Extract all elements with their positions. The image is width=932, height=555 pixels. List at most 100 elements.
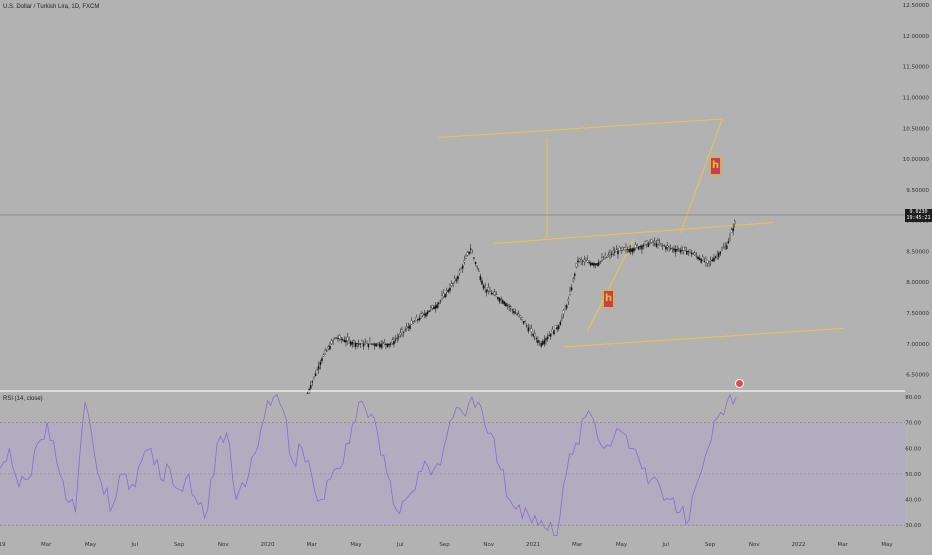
price-axis[interactable]: 6.500007.000007.500008.000008.500009.000… — [903, 3, 930, 379]
candle-body — [503, 301, 506, 305]
candle-body — [594, 263, 597, 265]
candle-body — [615, 249, 618, 252]
flag-event-icon[interactable] — [735, 379, 744, 388]
candle-body — [510, 306, 512, 309]
symbol-title[interactable]: U.S. Dollar / Turkish Lira, 1D, FXCM — [3, 4, 100, 10]
candle-body — [407, 326, 410, 328]
candle-body — [662, 244, 664, 246]
candle-body — [319, 361, 322, 366]
candle-body — [321, 358, 323, 362]
candle-body — [721, 248, 723, 251]
candle-body — [494, 291, 496, 296]
candle-body — [486, 289, 488, 293]
candle-body — [438, 302, 440, 305]
channel-line[interactable] — [563, 327, 844, 348]
candle-body — [567, 299, 570, 302]
candle-body — [399, 332, 402, 336]
candle-body — [396, 337, 398, 339]
price-tick-label: 11.50000 — [903, 65, 930, 71]
candle-body — [358, 343, 360, 345]
price-tick-label: 9.50000 — [906, 188, 929, 194]
channel-line[interactable] — [586, 238, 635, 332]
time-tick-label: May — [881, 542, 893, 548]
candle-body — [537, 340, 539, 343]
channel-line[interactable] — [679, 118, 723, 234]
candle-body — [478, 270, 480, 272]
candle-body — [502, 300, 504, 304]
candle-body — [575, 263, 578, 268]
candle-body — [415, 316, 418, 321]
candle-body — [468, 251, 470, 254]
candle-body — [588, 262, 590, 264]
candle-body — [369, 341, 371, 344]
candle-body — [630, 248, 632, 252]
price-tick-label: 10.50000 — [903, 126, 930, 132]
candle-body — [455, 279, 458, 281]
rsi-tick-label: 60.00 — [905, 446, 921, 452]
candle-body — [626, 249, 629, 251]
candle-body — [574, 273, 576, 276]
candle-body — [490, 292, 493, 295]
candle-body — [306, 392, 309, 394]
candle-body — [566, 305, 568, 309]
candle-body — [430, 307, 432, 310]
candle-body — [318, 365, 320, 370]
candle-body — [343, 339, 346, 343]
channel-line[interactable] — [438, 118, 723, 138]
candle-body — [714, 256, 717, 258]
candle-body — [511, 309, 514, 311]
h-badge-icon[interactable]: h — [603, 290, 614, 308]
candle-body — [618, 246, 621, 251]
candle-body — [700, 258, 702, 263]
candle-body — [439, 300, 442, 302]
candle-body — [730, 229, 733, 233]
candle-body — [561, 317, 563, 319]
candle-body — [711, 259, 714, 262]
candle-body — [650, 239, 653, 243]
candle-body — [519, 315, 522, 318]
time-tick-label: Sep — [439, 542, 450, 548]
candle-body — [682, 247, 685, 251]
candle-body — [388, 343, 390, 346]
time-tick-label: Nov — [749, 542, 760, 548]
candle-body — [409, 325, 411, 329]
rsi-indicator-title[interactable]: RSI (14, close) — [3, 396, 43, 402]
h-badge-icon[interactable]: h — [710, 157, 721, 175]
candle-body — [604, 254, 606, 259]
candle-body — [506, 304, 509, 306]
candle-body — [658, 243, 661, 245]
price-tick-label: 8.00000 — [906, 280, 929, 286]
candle-body — [375, 343, 378, 347]
time-tick-label: Sep — [705, 542, 716, 548]
candle-body — [425, 312, 427, 317]
candle-body — [671, 247, 674, 249]
rsi-pane[interactable] — [0, 393, 905, 536]
candle-body — [582, 260, 584, 262]
candle-body — [708, 261, 710, 264]
channel-drawing[interactable] — [438, 118, 844, 348]
candle-body — [532, 333, 534, 337]
candle-body — [634, 244, 637, 248]
candle-body — [454, 278, 456, 282]
time-axis[interactable]: 19 Mar May Jul Sep Nov 2020 Mar May Jul Sep Nov 2021… — [0, 542, 893, 548]
time-tick-label: 19 — [0, 542, 6, 548]
channel-line[interactable] — [493, 221, 774, 244]
rsi-axis[interactable]: 80.00 70.00 60.00 50.00 40.00 30.00 — [905, 395, 921, 529]
candle-body — [529, 328, 531, 330]
candle-body — [734, 221, 736, 224]
candle-body — [559, 322, 562, 326]
candle-body — [726, 245, 728, 250]
candle-body — [513, 311, 515, 314]
time-tick-label: May — [350, 542, 362, 548]
time-tick-label: May — [616, 542, 628, 548]
candle-body — [505, 303, 507, 307]
candle-body — [361, 340, 363, 344]
candle-body — [660, 243, 662, 246]
candle-body — [716, 254, 718, 256]
candle-body — [535, 338, 538, 340]
candle-body — [694, 252, 696, 255]
candle-body — [631, 248, 634, 253]
candle-body — [481, 280, 483, 285]
